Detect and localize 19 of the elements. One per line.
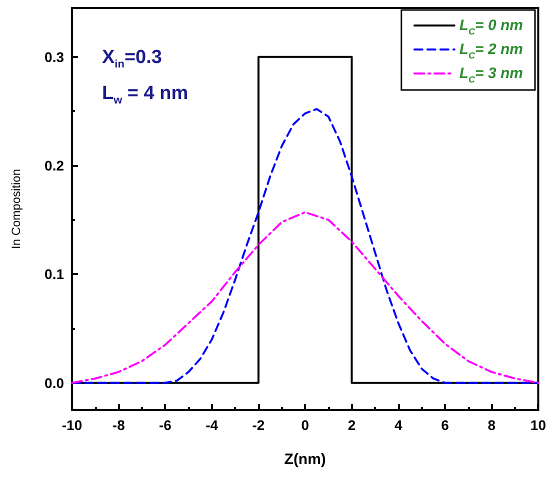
- x-tick-label: 2: [348, 417, 356, 433]
- x-tick-label: 8: [488, 417, 496, 433]
- y-tick-label: 0.1: [44, 266, 64, 282]
- line-series: [71, 108, 540, 384]
- x-tick-label: 4: [394, 417, 402, 433]
- x-tick-label: -2: [252, 417, 265, 433]
- y-tick-label: 0.3: [44, 48, 64, 65]
- y-tick-label: 0.2: [44, 158, 64, 174]
- x-tick-label: -6: [159, 417, 172, 433]
- x-tick-label: 0: [301, 417, 310, 433]
- x-tick-label: -4: [206, 417, 218, 433]
- x-tick-label: -10: [62, 417, 82, 433]
- line-series: [71, 211, 540, 384]
- x-tick-label: -8: [112, 417, 126, 433]
- y-axis-title: In Composition: [9, 168, 23, 250]
- x-tick-label: 6: [441, 417, 450, 433]
- x-tick-label: 10: [530, 417, 546, 433]
- y-tick-label: 0.0: [44, 374, 64, 391]
- x-axis-title: Z(nm): [284, 451, 326, 468]
